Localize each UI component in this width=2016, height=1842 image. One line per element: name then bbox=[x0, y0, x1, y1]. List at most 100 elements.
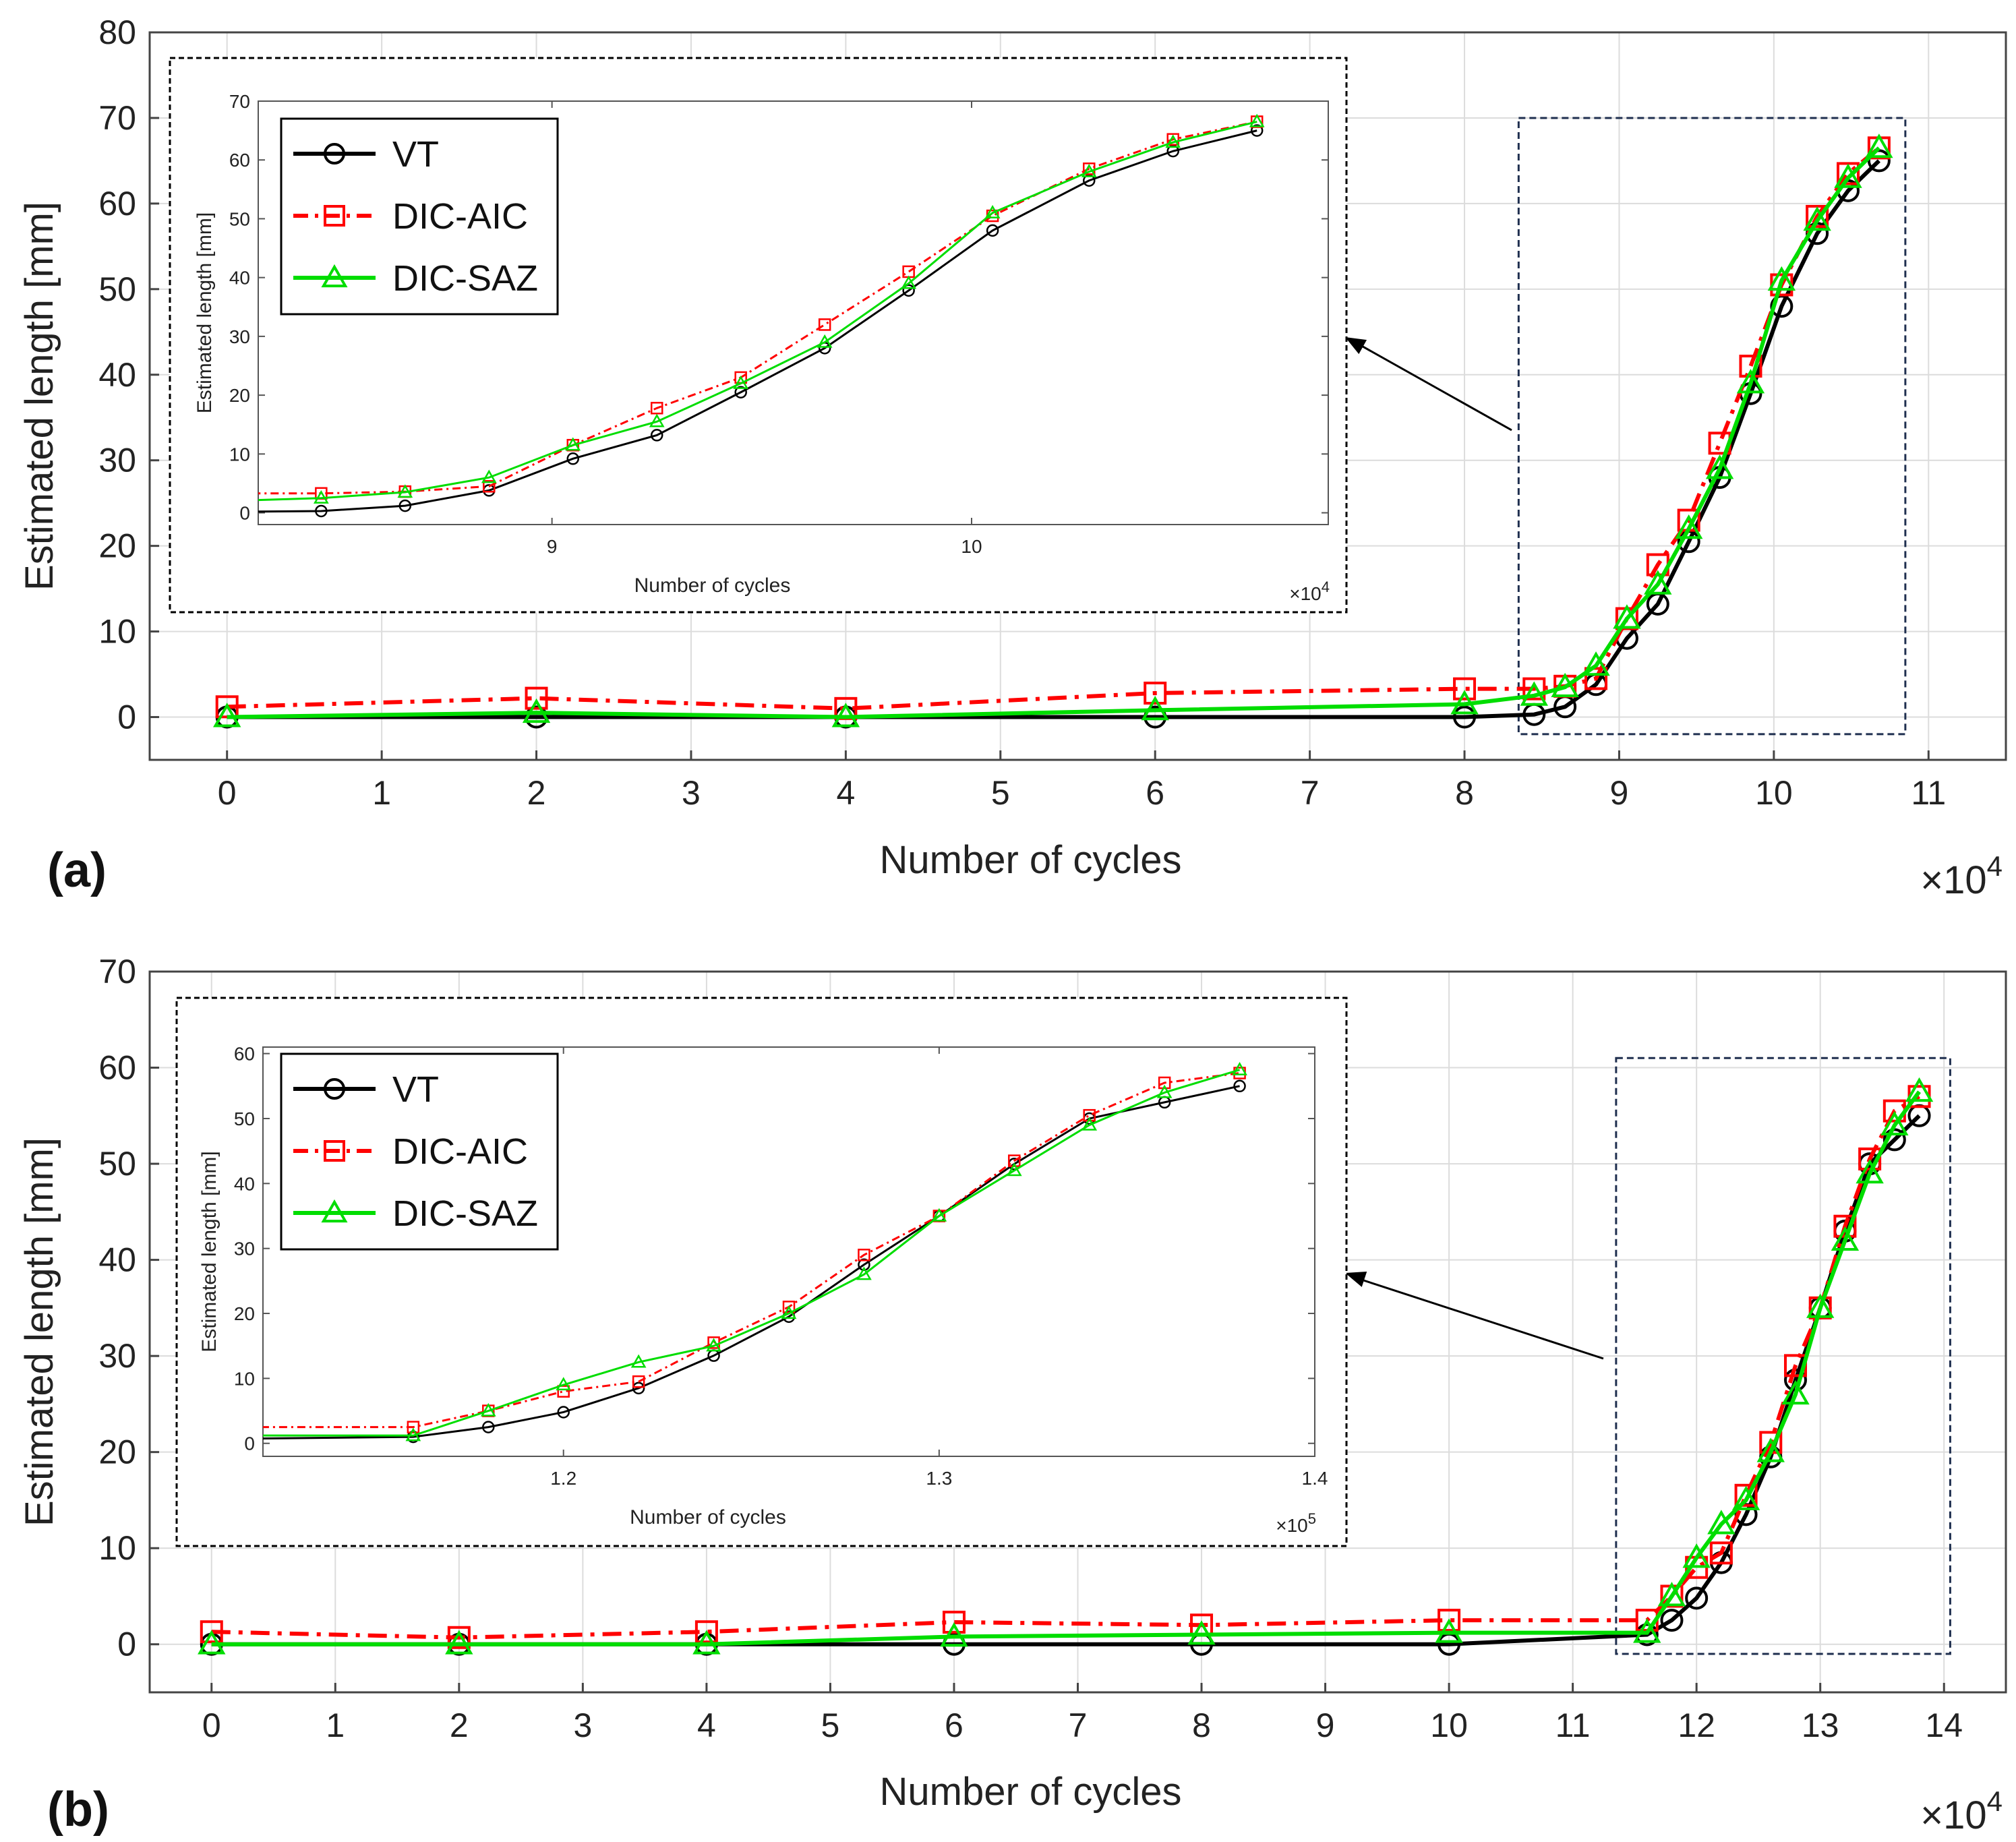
y-tick-label: 70 bbox=[98, 953, 136, 990]
data-point-dic-saz bbox=[1880, 1110, 1909, 1135]
zoom-arrow-head bbox=[1345, 1272, 1367, 1287]
data-point-dic-aic bbox=[1734, 1483, 1758, 1507]
inset-data-point-dic-aic bbox=[632, 1375, 645, 1388]
data-point-dic-saz bbox=[1435, 1618, 1463, 1643]
inset-x-tick-label: 1.2 bbox=[550, 1468, 576, 1489]
inset-data-point-dic-saz bbox=[405, 1427, 421, 1442]
inset-data-point-vt bbox=[482, 1421, 495, 1433]
x-tick-label: 6 bbox=[1146, 774, 1164, 812]
x-multiplier: ×104 bbox=[1920, 850, 2003, 902]
inset-data-point-vt bbox=[986, 224, 999, 237]
inset-data-point-dic-aic bbox=[818, 318, 831, 331]
data-point-dic-aic bbox=[200, 1620, 223, 1644]
inset-y-tick-label: 30 bbox=[234, 1239, 255, 1259]
data-point-dic-saz bbox=[213, 703, 241, 727]
inset-y-tick-label: 10 bbox=[234, 1368, 255, 1389]
inset-y-tick-label: 10 bbox=[229, 444, 250, 465]
y-tick-label: 70 bbox=[98, 99, 136, 137]
inset-y-tick-label: 0 bbox=[244, 1433, 255, 1454]
inset-data-point-vt bbox=[1083, 174, 1096, 187]
inset-data-point-dic-aic bbox=[858, 1249, 870, 1261]
inset-data-point-dic-saz bbox=[1232, 1062, 1247, 1075]
inset-y-axis-label: Estimated length [mm] bbox=[194, 212, 216, 413]
inset-data-point-dic-saz bbox=[931, 1208, 947, 1222]
y-tick-label: 20 bbox=[98, 1433, 136, 1471]
data-point-dic-aic bbox=[1584, 667, 1608, 690]
data-point-dic-saz bbox=[1141, 696, 1169, 721]
x-tick-label: 14 bbox=[1925, 1706, 1963, 1744]
data-point-dic-aic bbox=[1522, 677, 1546, 701]
zoom-region-box bbox=[1517, 117, 1907, 736]
x-tick-label: 2 bbox=[527, 774, 546, 812]
inset-x-multiplier-exponent: 4 bbox=[1322, 578, 1330, 595]
x-tick-label: 10 bbox=[1430, 1706, 1468, 1744]
data-point-dic-saz bbox=[1520, 681, 1548, 706]
inset-data-point-dic-saz bbox=[984, 205, 1001, 218]
inset-data-point-vt bbox=[734, 386, 747, 398]
inset-data-point-dic-aic bbox=[1166, 133, 1179, 146]
series-line-vt bbox=[227, 159, 1880, 719]
data-point-dic-aic bbox=[1836, 162, 1860, 185]
inset-data-point-dic-aic bbox=[483, 480, 496, 493]
x-tick-label: 4 bbox=[697, 1706, 716, 1744]
y-tick-label: 40 bbox=[98, 1241, 136, 1279]
y-tick-label: 0 bbox=[117, 1626, 136, 1663]
inset-data-point-vt bbox=[1250, 124, 1264, 137]
inset-x-tick-label: 1.4 bbox=[1302, 1468, 1328, 1489]
inset-x-tick-label: 1.3 bbox=[926, 1468, 952, 1489]
data-point-dic-saz bbox=[1551, 672, 1579, 698]
x-axis-label: Number of cycles bbox=[879, 1770, 1181, 1814]
legend: VT DIC-AIC DIC-SAZ bbox=[280, 117, 559, 316]
y-tick-label: 0 bbox=[117, 699, 136, 736]
x-tick-label: 8 bbox=[1192, 1706, 1211, 1744]
data-point-dic-aic bbox=[1806, 204, 1829, 228]
y-tick-label: 10 bbox=[98, 613, 136, 651]
legend-marker-dic-aic bbox=[324, 1140, 345, 1162]
x-tick-label: 2 bbox=[450, 1706, 469, 1744]
inset-y-tick-label: 40 bbox=[234, 1173, 255, 1194]
inset-x-axis-label: Number of cycles bbox=[630, 1506, 786, 1528]
data-point-dic-saz bbox=[1736, 369, 1765, 394]
x-tick-label: 0 bbox=[202, 1706, 221, 1744]
inset-series-line-dic-saz bbox=[258, 121, 1257, 502]
data-point-dic-saz bbox=[1707, 1510, 1736, 1535]
inset-data-point-dic-saz bbox=[1006, 1162, 1022, 1177]
data-point-dic-saz bbox=[1450, 690, 1479, 715]
data-point-dic-saz bbox=[1806, 1293, 1835, 1318]
inset-series-line-vt bbox=[258, 129, 1257, 513]
plot-frame bbox=[148, 31, 2007, 761]
x-tick-label: 1 bbox=[372, 774, 391, 812]
inset-plot: 1.2 1.3 1.4 0 10 20 30 40 50 60 Number of cycles Es… bbox=[175, 997, 1348, 1547]
inset-y-tick-label: 50 bbox=[229, 208, 250, 229]
inset-y-tick-label: 70 bbox=[229, 91, 250, 112]
x-tick-label: 6 bbox=[945, 1706, 963, 1744]
data-point-dic-saz bbox=[1644, 570, 1672, 595]
inset-data-point-vt bbox=[858, 1258, 870, 1272]
inset-y-axis-label: Estimated length [mm] bbox=[198, 1151, 220, 1352]
inset-data-point-dic-aic bbox=[1008, 1154, 1021, 1167]
inset-y-tick-label: 60 bbox=[234, 1044, 255, 1065]
data-point-dic-saz bbox=[831, 703, 860, 727]
inset-data-point-dic-saz bbox=[733, 375, 749, 389]
inset-data-point-dic-aic bbox=[1158, 1076, 1171, 1090]
data-point-dic-saz bbox=[1905, 1077, 1934, 1102]
inset-data-point-dic-saz bbox=[397, 484, 413, 498]
data-point-dic-saz bbox=[1834, 163, 1862, 188]
inset-data-point-vt bbox=[407, 1430, 420, 1444]
zoom-arrow-head bbox=[1345, 337, 1367, 355]
data-point-dic-aic bbox=[447, 1626, 471, 1649]
data-point-dic-saz bbox=[1756, 1437, 1785, 1462]
y-tick-label: 50 bbox=[98, 1145, 136, 1183]
legend-label-dic-saz: DIC-SAZ bbox=[392, 1193, 538, 1234]
data-point-dic-saz bbox=[1674, 514, 1703, 539]
x-tick-label: 9 bbox=[1610, 774, 1629, 812]
x-tick-label: 11 bbox=[1555, 1706, 1591, 1744]
inset-data-point-dic-aic bbox=[557, 1385, 570, 1398]
zoom-arrow bbox=[1353, 340, 1512, 432]
zoom-arrow bbox=[1353, 1276, 1604, 1360]
data-point-dic-saz bbox=[1187, 1620, 1216, 1645]
x-tick-label: 10 bbox=[1755, 774, 1793, 812]
data-point-dic-aic bbox=[1437, 1609, 1461, 1632]
series-line-dic-saz bbox=[211, 1090, 1921, 1646]
inset-data-point-vt bbox=[902, 284, 915, 297]
